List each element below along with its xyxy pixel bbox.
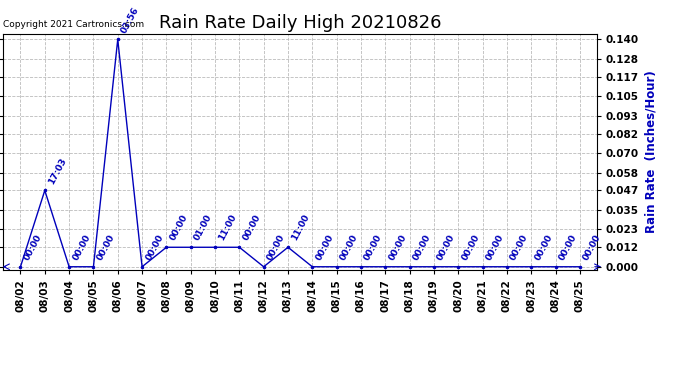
Text: 00:00: 00:00 xyxy=(22,233,43,262)
Text: 00:00: 00:00 xyxy=(144,233,165,262)
Text: Copyright 2021 Cartronics.com: Copyright 2021 Cartronics.com xyxy=(3,20,145,29)
Text: 00:00: 00:00 xyxy=(436,233,457,262)
Text: 01:00: 01:00 xyxy=(193,213,214,242)
Text: 00:00: 00:00 xyxy=(460,233,482,262)
Text: 00:00: 00:00 xyxy=(411,233,433,262)
Text: 00:00: 00:00 xyxy=(95,233,117,262)
Title: Rain Rate Daily High 20210826: Rain Rate Daily High 20210826 xyxy=(159,14,442,32)
Text: 00:00: 00:00 xyxy=(387,233,408,262)
Text: 00:00: 00:00 xyxy=(509,233,530,262)
Y-axis label: Rain Rate  (Inches/Hour): Rain Rate (Inches/Hour) xyxy=(644,70,658,233)
Text: 11:00: 11:00 xyxy=(217,213,238,242)
Text: 00:00: 00:00 xyxy=(71,233,92,262)
Text: 00:00: 00:00 xyxy=(558,233,579,262)
Text: 00:00: 00:00 xyxy=(484,233,506,262)
Text: 00:00: 00:00 xyxy=(241,213,262,242)
Text: 00:00: 00:00 xyxy=(582,233,603,262)
Text: 00:00: 00:00 xyxy=(168,213,190,242)
Text: 11:00: 11:00 xyxy=(290,213,311,242)
Text: 00:00: 00:00 xyxy=(314,233,335,262)
Text: 17:03: 17:03 xyxy=(47,156,68,186)
Text: 00:00: 00:00 xyxy=(533,233,554,262)
Text: 00:00: 00:00 xyxy=(266,233,287,262)
Text: 03:56: 03:56 xyxy=(119,5,141,34)
Text: 00:00: 00:00 xyxy=(339,233,359,262)
Text: 00:00: 00:00 xyxy=(363,233,384,262)
